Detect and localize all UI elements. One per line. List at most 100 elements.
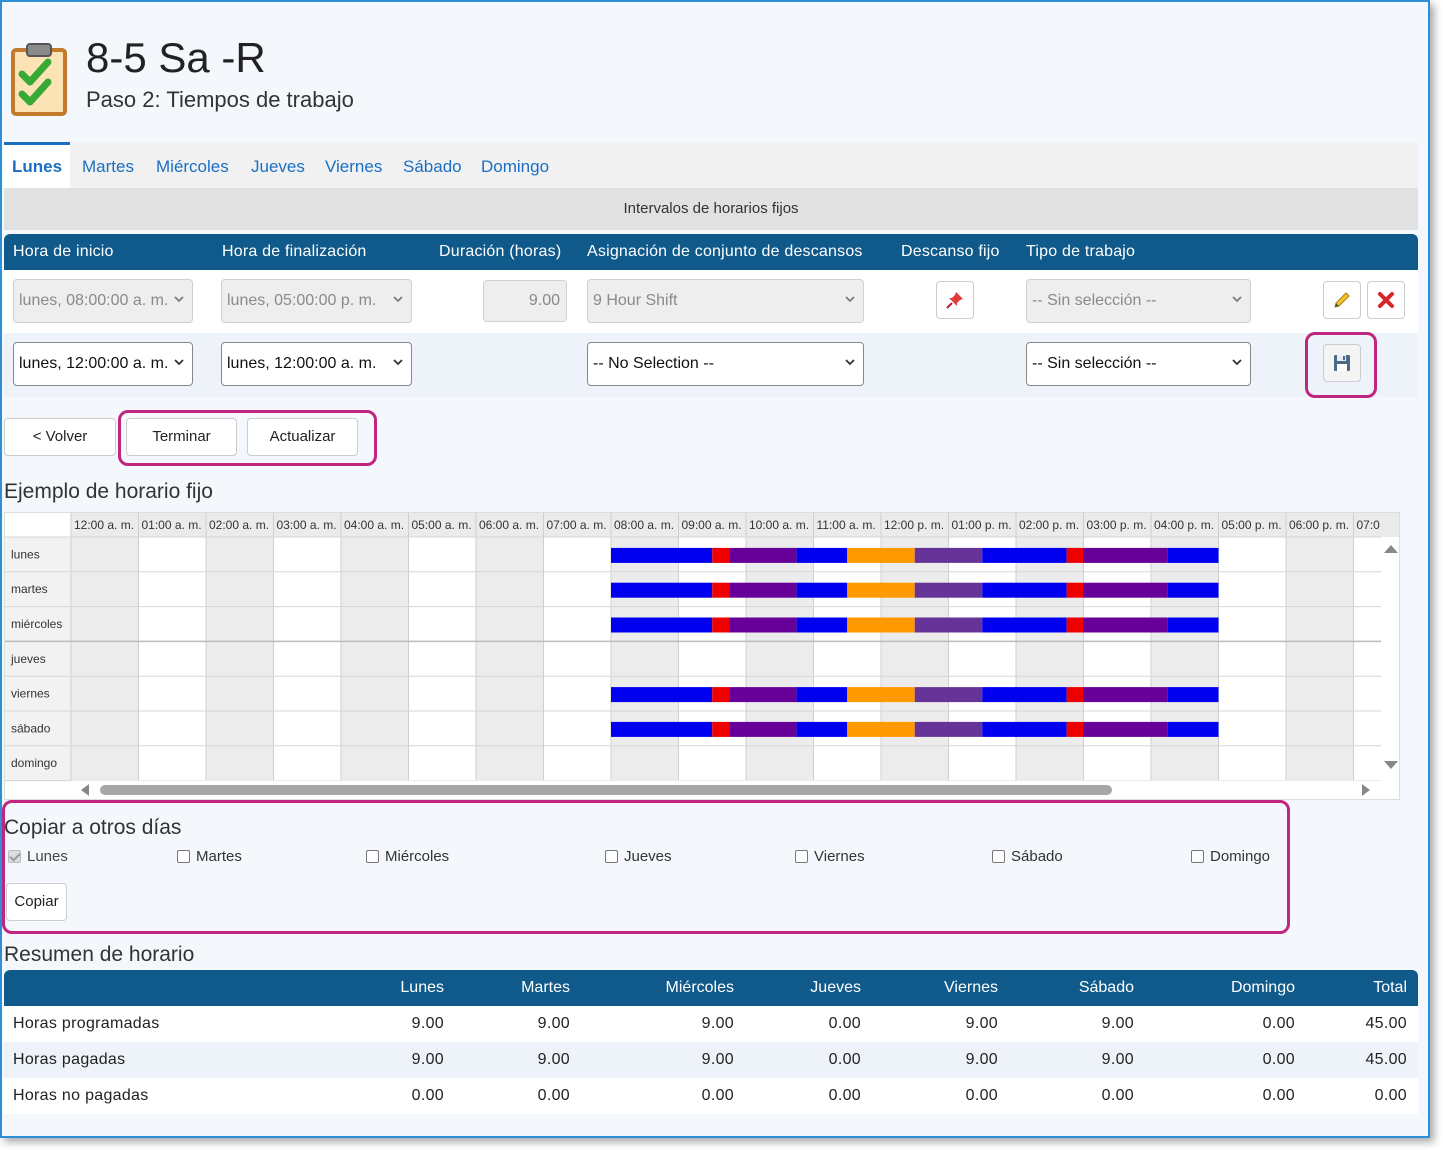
day-label-sábado: sábado [11, 721, 51, 735]
chevron-down-icon [393, 296, 403, 303]
copy-day-martes[interactable]: Martes [177, 848, 242, 865]
hour-label: 12:00 p. m. [884, 518, 944, 532]
scroll-down-arrow-icon[interactable] [1384, 761, 1398, 769]
scroll-up-arrow-icon[interactable] [1384, 545, 1398, 553]
tab-martes[interactable]: Martes [82, 157, 134, 176]
schedule-segment [1066, 617, 1084, 633]
checkbox[interactable] [177, 850, 190, 863]
tab-jueves[interactable]: Jueves [251, 157, 305, 176]
cell: 9.00 [701, 1015, 734, 1032]
hour-column-shade [611, 537, 679, 781]
schedule-segment [729, 582, 797, 598]
update-button[interactable]: Actualizar [247, 418, 358, 456]
cell: 9.00 [411, 1015, 444, 1032]
finish-button[interactable]: Terminar [126, 418, 237, 456]
schedule-grid-canvas: 12:00 a. m. 01:00 a. m. 02:00 a. m. 03:00 a… [5, 513, 1400, 799]
checkbox[interactable] [605, 850, 618, 863]
summary-title: Resumen de horario [4, 943, 195, 966]
save-interval-button[interactable] [1323, 344, 1361, 382]
checkbox-label: Miércoles [385, 848, 450, 865]
hour-label: 06:00 p. m. [1289, 518, 1349, 532]
copy-day-sabado[interactable]: Sábado [992, 848, 1063, 865]
checkbox-label: Martes [196, 848, 242, 865]
schedule-segment [1167, 582, 1219, 598]
new-break-set-select[interactable]: -- No Selection -- [587, 342, 864, 386]
copy-day-jueves[interactable]: Jueves [605, 848, 672, 865]
hour-label: 02:00 a. m. [209, 518, 269, 532]
floppy-disk-icon [1334, 355, 1350, 371]
cell: 0.00 [701, 1087, 734, 1104]
break-set-select: 9 Hour Shift [587, 279, 864, 323]
schedule-segment [1167, 687, 1219, 703]
hour-label: 03:00 p. m. [1087, 518, 1147, 532]
schedule-segment [847, 547, 915, 563]
schedule-segment [982, 687, 1067, 703]
checkbox[interactable] [366, 850, 379, 863]
checkbox[interactable] [795, 850, 808, 863]
schedule-segment [712, 582, 730, 598]
schedule-segment [982, 547, 1067, 563]
cell: 9.00 [411, 1051, 444, 1068]
schedule-segment [611, 547, 713, 563]
schedule-segment [729, 721, 797, 737]
hour-column-shade [341, 537, 409, 781]
page-subtitle: Paso 2: Tiempos de trabajo [86, 87, 354, 112]
hour-label: 08:00 a. m. [614, 518, 674, 532]
vertical-scrollbar[interactable] [1381, 537, 1400, 781]
cell: 9.00 [1101, 1051, 1134, 1068]
schedule-segment [982, 582, 1067, 598]
row-label: Horas programadas [13, 1015, 160, 1032]
new-work-type-select[interactable]: -- Sin selección -- [1026, 342, 1251, 386]
schedule-segment [712, 687, 730, 703]
page-title: 8-5 Sa -R [86, 34, 266, 81]
new-break-set-value: -- No Selection -- [593, 355, 714, 372]
schedule-segment [729, 547, 797, 563]
cell: 0.00 [1262, 1015, 1295, 1032]
copy-day-lunes: Lunes [8, 848, 68, 865]
copy-day-miercoles[interactable]: Miércoles [366, 848, 449, 865]
delete-interval-button[interactable] [1367, 281, 1405, 319]
day-label-miércoles: miércoles [11, 617, 62, 631]
schedule-segment [729, 687, 797, 703]
tab-sabado[interactable]: Sábado [403, 157, 462, 176]
schedule-segment [796, 547, 848, 563]
new-end-time-select[interactable]: lunes, 12:00:00 a. m. [221, 342, 412, 386]
scroll-right-arrow-icon[interactable] [1362, 784, 1370, 796]
schedule-segment [1167, 721, 1219, 737]
chevron-down-icon [1232, 296, 1242, 303]
hour-label: 05:00 p. m. [1222, 518, 1282, 532]
hour-column-shade [1151, 537, 1219, 781]
schedule-grid: 12:00 a. m. 01:00 a. m. 02:00 a. m. 03:00 a… [4, 512, 1400, 800]
tab-viernes[interactable]: Viernes [325, 157, 383, 176]
fixed-break-button[interactable] [936, 281, 974, 319]
copy-day-domingo[interactable]: Domingo [1191, 848, 1270, 865]
schedule-segment [914, 547, 983, 563]
hour-label: 06:00 a. m. [479, 518, 539, 532]
edit-interval-button[interactable] [1323, 281, 1361, 319]
schedule-segment [611, 687, 713, 703]
hour-label: 02:00 p. m. [1019, 518, 1079, 532]
back-button[interactable]: < Volver [4, 418, 116, 456]
schedule-segment [847, 687, 915, 703]
copy-button[interactable]: Copiar [6, 883, 67, 921]
scroll-left-arrow-icon[interactable] [81, 784, 89, 796]
checkbox[interactable] [992, 850, 1005, 863]
tab-miercoles[interactable]: Miércoles [156, 157, 229, 176]
checkbox-label: Viernes [814, 848, 865, 865]
tab-domingo[interactable]: Domingo [481, 157, 550, 176]
cell: 9.00 [701, 1051, 734, 1068]
tab-lunes[interactable]: Lunes [4, 142, 70, 188]
schedule-segment [1066, 687, 1084, 703]
chevron-down-icon [174, 296, 184, 303]
summary-row-paid: Horas pagadas 9.00 9.00 9.00 0.00 9.00 9… [4, 1042, 1418, 1078]
schedule-segment [847, 721, 915, 737]
new-start-time-select[interactable]: lunes, 12:00:00 a. m. [13, 342, 193, 386]
hour-label: 01:00 p. m. [952, 518, 1012, 532]
horizontal-scroll-thumb[interactable] [100, 785, 1112, 795]
sum-col-miercoles: Miércoles [665, 979, 734, 996]
hour-label: 05:00 a. m. [412, 518, 472, 532]
checkbox-label: Lunes [27, 848, 68, 865]
checkbox[interactable] [1191, 850, 1204, 863]
copy-day-viernes[interactable]: Viernes [795, 848, 865, 865]
